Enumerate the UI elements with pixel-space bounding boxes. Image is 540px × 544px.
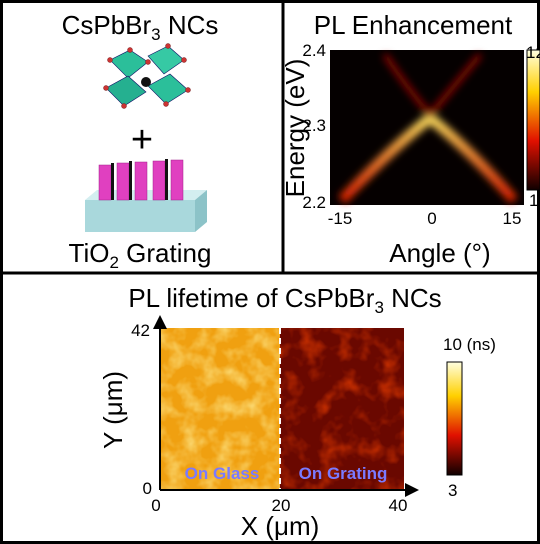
dispersion-bands xyxy=(338,53,518,204)
annotation: On Glass xyxy=(185,464,260,483)
title-main: PL lifetime of CsPbBr xyxy=(128,283,374,313)
label-tail: Grating xyxy=(119,238,212,268)
panel-a-label: TiO2 Grating xyxy=(69,238,212,272)
colorbar-max: 10 (ns) xyxy=(443,335,496,354)
title-main: CsPbBr xyxy=(62,10,152,40)
y-axis-label: Energy (eV) xyxy=(280,59,310,198)
title-sub: 3 xyxy=(151,25,160,44)
x-tick-label: 0 xyxy=(151,496,160,515)
x-tick-label: 15 xyxy=(503,209,522,228)
perovskite-illustration xyxy=(103,43,191,109)
panel-a-title: CsPbBr3 NCs xyxy=(62,10,219,44)
colorbar-max: 12 xyxy=(526,43,540,62)
x-tick-label: 20 xyxy=(272,496,291,515)
title-tail: NCs xyxy=(384,283,442,313)
colorbar xyxy=(446,361,463,476)
label-main: TiO xyxy=(69,238,110,268)
colorbar-min: 1 xyxy=(529,191,538,210)
title-tail: NCs xyxy=(161,10,219,40)
glass-texture xyxy=(160,328,280,490)
y-tick-label: 2.3 xyxy=(302,116,326,135)
colorbar xyxy=(526,49,540,191)
y-axis-label: Y (μm) xyxy=(98,371,128,449)
y-tick-label: 2.4 xyxy=(302,41,326,60)
plus-sign: + xyxy=(131,119,153,161)
y-tick-label: 0 xyxy=(143,479,152,498)
x-axis-label: Angle (°) xyxy=(389,238,490,268)
panel-c-title: PL lifetime of CsPbBr3 NCs xyxy=(128,283,441,317)
y-tick-label: 2.2 xyxy=(302,193,326,212)
x-axis-label: X (μm) xyxy=(241,511,320,541)
annotation: On Grating xyxy=(299,464,388,483)
x-tick-label: 40 xyxy=(389,496,408,515)
y-tick-label: 42 xyxy=(131,321,150,340)
grating-texture xyxy=(280,328,404,490)
label-sub: 2 xyxy=(109,253,118,272)
panel-b-title: PL Enhancement xyxy=(314,10,513,40)
grating-illustration xyxy=(85,159,207,232)
x-tick-label: 0 xyxy=(427,209,436,228)
colorbar-min: 3 xyxy=(448,481,457,500)
title-sub: 3 xyxy=(374,298,383,317)
x-tick-label: -15 xyxy=(328,209,353,228)
